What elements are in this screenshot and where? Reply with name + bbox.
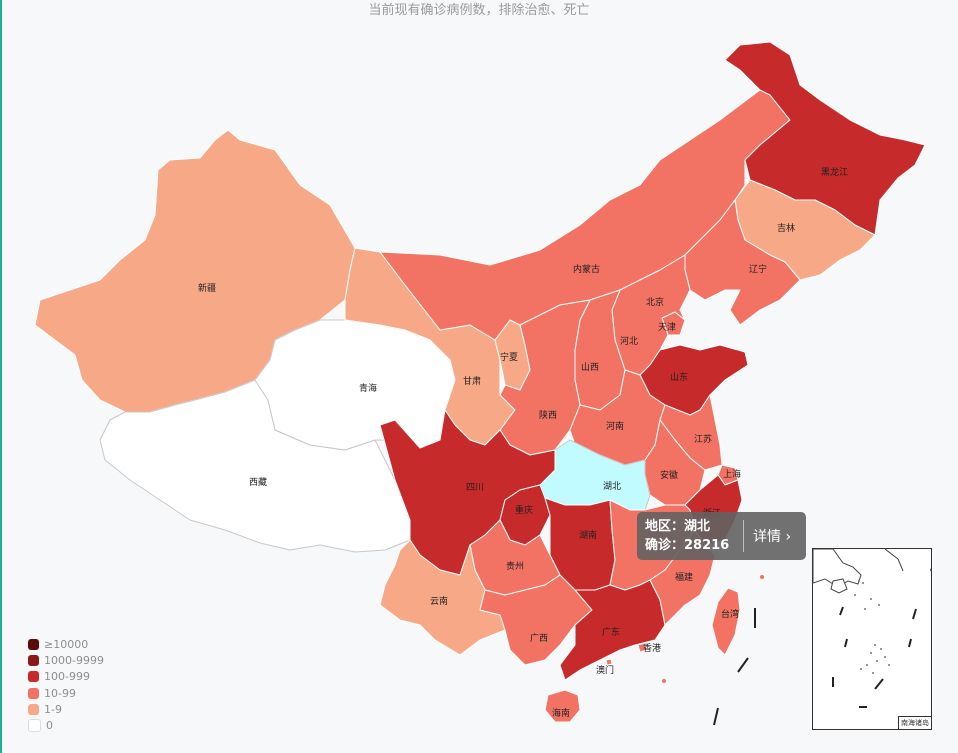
island-mark — [713, 707, 719, 726]
legend-label: ≥10000 — [44, 637, 89, 651]
tooltip-region: 地区：湖北 — [645, 519, 711, 534]
province-guangdong[interactable] — [559, 579, 666, 681]
island-mark — [760, 575, 764, 579]
island-mark — [662, 679, 666, 683]
legend-item-lvl3[interactable]: 100-999 — [28, 669, 104, 685]
legend-item-lvl2[interactable]: 10-99 — [28, 685, 104, 701]
legend-label: 10-99 — [44, 686, 76, 700]
legend-swatch — [28, 654, 39, 666]
legend-item-lvl0[interactable]: 0 — [28, 717, 104, 733]
province-aomen[interactable] — [605, 658, 613, 666]
map-subtitle: 当前现有确诊病例数，排除治愈、死亡 — [368, 3, 590, 18]
province-qinghai[interactable] — [254, 319, 456, 451]
left-accent-rule — [0, 0, 2, 753]
province-xianggang[interactable] — [637, 642, 648, 653]
legend-item-lvl4[interactable]: 1000-9999 — [28, 652, 104, 668]
legend-label: 100-999 — [44, 670, 90, 684]
map-tooltip: 地区：湖北 确诊：28216 详情 › — [637, 512, 806, 560]
province-taiwan[interactable] — [711, 587, 741, 656]
island-mark — [737, 657, 749, 673]
legend-swatch — [28, 638, 39, 650]
visualmap-legend: ≥10000 1000-9999 100-999 10-99 1-9 0 — [28, 636, 104, 734]
province-yunnan[interactable] — [379, 539, 506, 656]
legend-label: 1000-9999 — [44, 653, 104, 667]
province-hainan[interactable] — [544, 689, 581, 723]
inset-label: 南海诸岛 — [898, 716, 931, 729]
tooltip-divider — [743, 520, 744, 552]
legend-item-lvl1[interactable]: 1-9 — [28, 701, 104, 717]
tooltip-detail-link[interactable]: 详情 › — [753, 529, 792, 545]
legend-item-lvl5[interactable]: ≥10000 — [28, 636, 104, 652]
legend-label: 0 — [46, 719, 53, 733]
tooltip-confirmed: 确诊：28216 — [645, 538, 730, 553]
legend-swatch — [28, 703, 39, 715]
south-china-sea-inset: 南海诸岛 — [812, 548, 936, 730]
inset-map — [812, 548, 936, 708]
legend-swatch — [28, 671, 39, 683]
legend-swatch — [28, 687, 39, 699]
legend-swatch — [28, 719, 41, 733]
legend-label: 1-9 — [44, 702, 62, 716]
